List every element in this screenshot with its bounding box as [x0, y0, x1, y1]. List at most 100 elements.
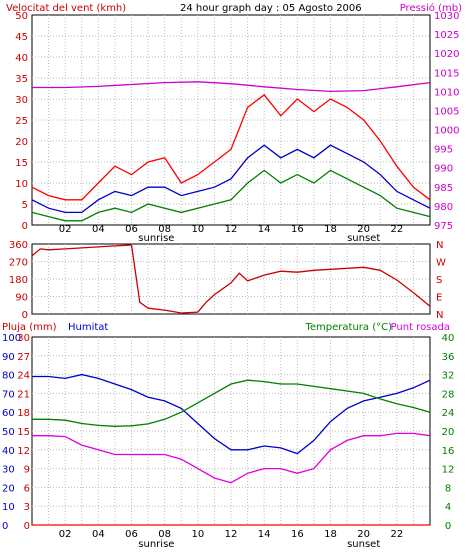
wind-direction-series — [31, 244, 431, 314]
humidity-temperature-x-tick-label: 06 — [125, 529, 138, 540]
wind-pressure-x-tick-label: 04 — [92, 224, 105, 235]
rain-tick-label: 24 — [17, 371, 30, 382]
rain-axis-label: Pluja (mm) — [2, 322, 57, 333]
dewpoint-axis-label: Punt rosada — [391, 322, 450, 333]
humidity-temperature-x-tick-label: 18 — [324, 529, 337, 540]
humidity-temperature-x-tick-label: 22 — [390, 529, 403, 540]
humidity-tick-label: 90 — [2, 352, 15, 363]
wind-speed-tick-label: 15 — [15, 158, 28, 169]
humidity-tick-label: 40 — [2, 446, 15, 457]
wind-pressure-series-line-3 — [32, 81, 431, 93]
temperature-tick-label: 16 — [442, 446, 455, 457]
humidity-tick-label: 30 — [2, 465, 15, 476]
wind-pressure-series-line-1 — [31, 144, 431, 214]
rain-tick-label: 0 — [24, 521, 30, 532]
temperature-tick-label: 24 — [442, 408, 455, 419]
wind-pressure-sunset-label: sunset — [347, 233, 380, 244]
humidity-temperature-series — [32, 373, 431, 526]
pressure-tick-label: 995 — [434, 145, 453, 156]
humidity-temperature-x-tick-label: 20 — [357, 529, 370, 540]
wind-pressure-x-tick-label: 16 — [291, 224, 304, 235]
humidity-tick-label: 60 — [2, 408, 15, 419]
wind-speed-axis-label: Velocitat del vent (kmh) — [6, 3, 126, 14]
temperature-tick-label: 12 — [442, 465, 455, 476]
wind-pressure-series-line-0 — [31, 93, 431, 201]
pressure-tick-label: 1030 — [434, 11, 459, 22]
rain-tick-label: 6 — [24, 483, 30, 494]
temperature-tick-label: 20 — [442, 427, 455, 438]
temperature-tick-label: 8 — [445, 483, 451, 494]
pressure-tick-label: 1020 — [434, 49, 459, 60]
humidity-temperature-x-tick-label: 16 — [291, 529, 304, 540]
wind-pressure-x-tick-label: 06 — [125, 224, 138, 235]
pressure-tick-label: 1010 — [434, 87, 459, 98]
humidity-temperature-x-tick-label: 02 — [59, 529, 72, 540]
rain-tick-label: 21 — [17, 389, 30, 400]
rain-tick-label: 18 — [17, 408, 30, 419]
pressure-tick-label: 1000 — [434, 126, 459, 137]
pressure-tick-label: 1025 — [434, 30, 459, 41]
wind-speed-tick-label: 5 — [22, 200, 28, 211]
humidity-tick-label: 50 — [2, 427, 15, 438]
wind-direction-tick-label: 270 — [9, 258, 28, 269]
rain-tick-label: 9 — [24, 465, 30, 476]
wind-pressure-x-tick-label: 20 — [357, 224, 370, 235]
humidity-temperature-sunset-label: sunset — [347, 539, 380, 550]
humidity-tick-label: 10 — [2, 502, 15, 513]
humidity-temperature-series-line-0 — [32, 373, 431, 455]
wind-direction-tick-label: 180 — [9, 275, 28, 286]
wind-pressure-x-tick-label: 18 — [324, 224, 337, 235]
compass-tick-label: S — [436, 275, 442, 286]
wind-pressure-x-tick-label: 22 — [390, 224, 403, 235]
wind-speed-tick-label: 45 — [15, 32, 28, 43]
humidity-temperature-series-line-2 — [32, 432, 431, 484]
humidity-axis-label: Humitat — [68, 322, 108, 333]
humidity-temperature-series-line-1 — [32, 379, 431, 427]
wind-speed-tick-label: 20 — [15, 137, 28, 148]
compass-tick-label: E — [436, 293, 442, 304]
humidity-tick-label: 100 — [2, 333, 21, 344]
wind-pressure-sunrise-label: sunrise — [138, 233, 174, 244]
humidity-tick-label: 70 — [2, 389, 15, 400]
compass-tick-label: N — [436, 310, 443, 321]
pressure-tick-label: 990 — [434, 164, 453, 175]
chart-title: 24 hour graph day : 05 Agosto 2006 — [180, 3, 362, 14]
wind-speed-tick-label: 40 — [15, 53, 28, 64]
humidity-tick-label: 0 — [2, 521, 8, 532]
humidity-tick-label: 20 — [2, 483, 15, 494]
wind-pressure-series — [31, 81, 431, 222]
wind-speed-tick-label: 0 — [22, 221, 28, 232]
pressure-tick-label: 985 — [434, 183, 453, 194]
wind-pressure-ticks: 0510152025303540455097598098599099510001… — [15, 11, 459, 235]
pressure-tick-label: 1005 — [434, 106, 459, 117]
wind-speed-tick-label: 30 — [15, 95, 28, 106]
wind-pressure-x-tick-label: 14 — [258, 224, 271, 235]
pressure-tick-label: 1015 — [434, 68, 459, 79]
rain-tick-label: 15 — [17, 427, 30, 438]
wind-pressure-panel: 0510152025303540455097598098599099510001… — [6, 2, 462, 235]
wind-pressure-x-tick-label: 12 — [225, 224, 238, 235]
wind-direction-tick-label: 360 — [9, 240, 28, 251]
humidity-temperature-ticks: 0102030405060708090100036912151821242730… — [2, 333, 454, 550]
humidity-temperature-panel: 0102030405060708090100036912151821242730… — [2, 322, 454, 550]
wind-speed-tick-label: 25 — [15, 116, 28, 127]
humidity-temperature-x-tick-label: 12 — [225, 529, 238, 540]
humidity-temperature-x-tick-label: 10 — [191, 529, 204, 540]
temperature-tick-label: 40 — [442, 333, 455, 344]
wind-direction-grid — [32, 244, 430, 314]
rain-tick-label: 30 — [17, 333, 30, 344]
wind-speed-tick-label: 50 — [15, 11, 28, 22]
temperature-tick-label: 36 — [442, 352, 455, 363]
temperature-tick-label: 0 — [445, 521, 451, 532]
humidity-temperature-sunrise-label: sunrise — [138, 539, 174, 550]
wind-direction-tick-label: 90 — [15, 293, 28, 304]
wind-pressure-x-tick-label: 08 — [158, 224, 171, 235]
humidity-temperature-x-tick-label: 04 — [92, 529, 105, 540]
temperature-axis-label: Temperatura (°C) — [304, 322, 392, 333]
rain-tick-label: 27 — [17, 352, 30, 363]
wind-pressure-series-line-2 — [31, 169, 431, 222]
